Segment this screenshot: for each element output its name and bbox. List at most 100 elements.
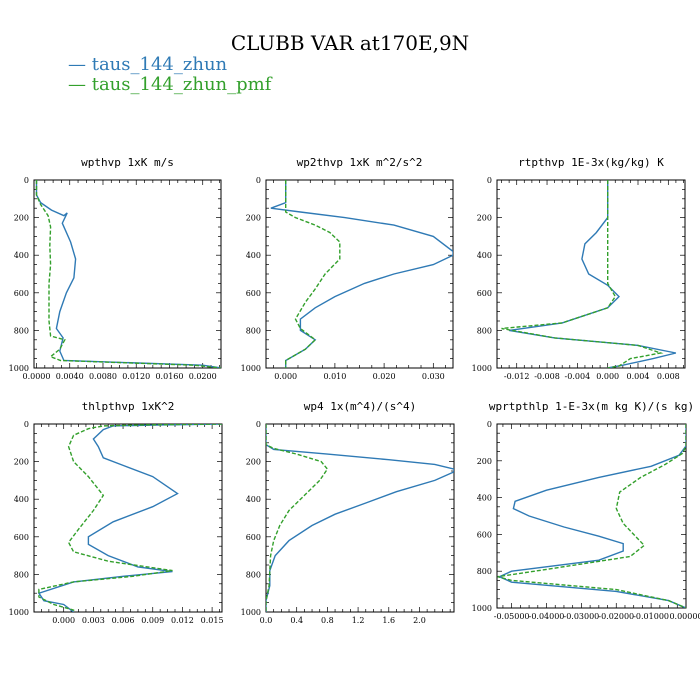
x-tick-label: -0.01000 — [633, 612, 669, 621]
series-line-zhun-pmf — [266, 424, 329, 612]
x-tick-label: -0.012 — [504, 372, 530, 381]
y-tick-label: 400 — [14, 495, 29, 504]
y-tick-label: 600 — [246, 289, 261, 298]
panel-title: rtpthvp 1E-3x(kg/kg) K — [518, 156, 664, 169]
plot-frame — [265, 179, 454, 369]
x-tick-label: -0.02000 — [598, 612, 634, 621]
y-tick-label: 200 — [477, 457, 492, 466]
x-tick-label: 0.000 — [274, 372, 297, 381]
x-tick-label: 0.000 — [596, 372, 619, 381]
x-tick-label: 0.0160 — [155, 372, 183, 381]
x-tick-label: 0.009 — [141, 616, 164, 625]
x-tick-label: 0.006 — [112, 616, 135, 625]
y-tick-label: 200 — [14, 214, 29, 223]
y-tick-label: 400 — [246, 495, 261, 504]
x-tick-label: -0.004 — [565, 372, 591, 381]
x-tick-label: 0.0200 — [189, 372, 217, 381]
y-tick-label: 1000 — [241, 364, 261, 373]
panel-title: wp4 1x(m^4)/(s^4) — [304, 400, 417, 413]
x-tick-label: -0.04000 — [529, 612, 565, 621]
legend-entry-zhun-pmf: — taus_144_zhun_pmf — [68, 74, 273, 95]
y-tick-label: 600 — [246, 533, 261, 542]
x-tick-label: 0.0080 — [89, 372, 117, 381]
y-tick-label: 200 — [246, 458, 261, 467]
x-tick-label: 0.0 — [260, 616, 273, 625]
x-tick-label: 0.8 — [321, 616, 334, 625]
panel-1: wp2thvp 1xK m^2/s^2 0 200 400 600 800 1000 0.00… — [241, 156, 454, 381]
y-tick-label: 200 — [246, 214, 261, 223]
x-tick-label: 1.6 — [382, 616, 395, 625]
series-line-zhun — [266, 424, 454, 612]
x-tick-label: 0.015 — [201, 616, 224, 625]
series-line-zhun-pmf — [285, 180, 341, 368]
panel-title: wpthvp 1xK m/s — [81, 156, 174, 169]
series-line-zhun-pmf — [38, 424, 222, 612]
figure-title: CLUBB VAR at170E,9N — [231, 31, 469, 55]
panel-title: thlpthvp 1xK^2 — [82, 400, 175, 413]
y-tick-label: 800 — [477, 567, 492, 576]
x-tick-label: 0.030 — [422, 372, 445, 381]
y-tick-label: 0 — [24, 420, 29, 429]
series-line-zhun — [37, 424, 222, 612]
x-tick-label: -0.008 — [534, 372, 560, 381]
x-tick-label: 0.020 — [373, 372, 396, 381]
series-line-zhun — [35, 180, 221, 368]
series-line-zhun — [497, 424, 686, 608]
x-tick-label: 0.003 — [82, 616, 105, 625]
panel-title: wp2thvp 1xK m^2/s^2 — [297, 156, 423, 169]
y-tick-label: 0 — [256, 420, 261, 429]
x-tick-label: 0.008 — [657, 372, 680, 381]
x-tick-label: -0.05000 — [494, 612, 530, 621]
series-line-zhun-pmf — [35, 180, 221, 368]
y-tick-label: 200 — [14, 458, 29, 467]
y-tick-label: 1000 — [472, 364, 492, 373]
y-tick-label: 600 — [14, 533, 29, 542]
x-tick-label: 2.0 — [413, 616, 426, 625]
y-tick-label: 0 — [24, 176, 29, 185]
y-tick-label: 800 — [14, 326, 29, 335]
y-tick-label: 400 — [14, 251, 29, 260]
x-tick-label: 0.00000 — [669, 612, 700, 621]
y-tick-label: 1000 — [241, 608, 261, 617]
y-tick-label: 1000 — [9, 608, 29, 617]
y-tick-label: 400 — [246, 251, 261, 260]
series-line-zhun-pmf — [497, 424, 686, 608]
plot-frame — [265, 423, 455, 613]
y-tick-label: 400 — [477, 251, 492, 260]
x-tick-label: 1.2 — [352, 616, 365, 625]
x-tick-label: 0.000 — [52, 616, 75, 625]
y-tick-label: 600 — [14, 289, 29, 298]
series-line-zhun — [270, 180, 453, 368]
y-tick-label: 1000 — [9, 364, 29, 373]
panel-title: wprtpthlp 1-E-3x(m kg K)/(s kg) — [489, 400, 694, 413]
x-tick-label: 0.012 — [171, 616, 194, 625]
y-tick-label: 800 — [246, 326, 261, 335]
y-tick-label: 0 — [256, 176, 261, 185]
x-tick-label: 0.4 — [290, 616, 303, 625]
panel-2: rtpthvp 1E-3x(kg/kg) K 0 200 400 600 800 1000 -… — [472, 156, 686, 381]
series-line-zhun — [508, 180, 677, 368]
x-tick-label: -0.03000 — [563, 612, 599, 621]
y-tick-label: 800 — [14, 570, 29, 579]
x-tick-label: 0.0000 — [22, 372, 50, 381]
y-tick-label: 200 — [477, 214, 492, 223]
x-tick-label: 0.0040 — [56, 372, 84, 381]
y-tick-label: 600 — [477, 289, 492, 298]
panel-3: thlpthvp 1xK^2 0 200 400 600 800 1000 0.000 0.00… — [9, 400, 224, 625]
y-tick-label: 0 — [487, 176, 492, 185]
y-tick-label: 800 — [246, 570, 261, 579]
x-tick-label: 0.0120 — [122, 372, 150, 381]
y-tick-label: 600 — [477, 530, 492, 539]
series-line-zhun-pmf — [501, 180, 664, 368]
y-tick-label: 800 — [477, 326, 492, 335]
panel-5: wprtpthlp 1-E-3x(m kg K)/(s kg) 0 200 400 60… — [472, 400, 700, 621]
x-tick-label: 0.004 — [627, 372, 650, 381]
plot-frame — [496, 423, 687, 609]
y-tick-label: 1000 — [472, 604, 492, 613]
x-tick-label: 0.010 — [323, 372, 346, 381]
legend-entry-zhun: — taus_144_zhun — [68, 54, 228, 75]
y-tick-label: 0 — [487, 420, 492, 429]
